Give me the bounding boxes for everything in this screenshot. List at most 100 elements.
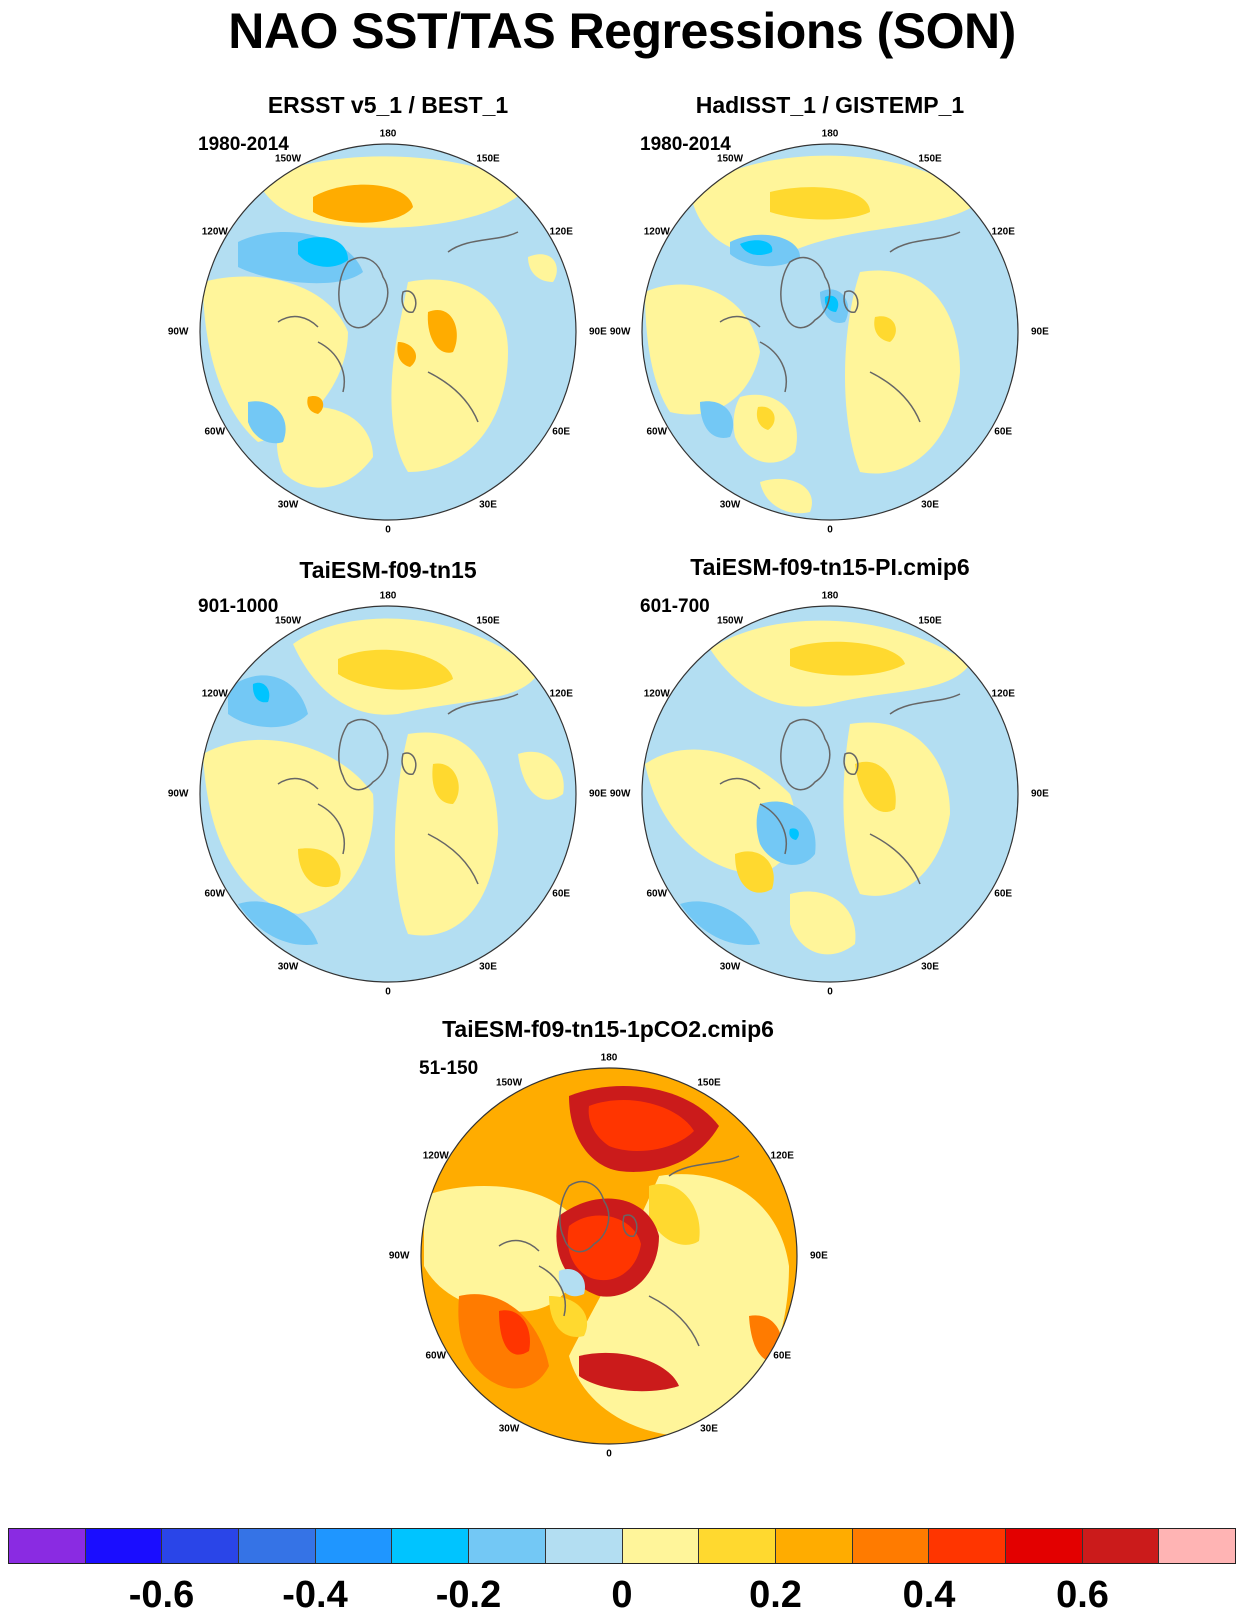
regression-field-contour <box>645 749 796 874</box>
polar-map-4 <box>640 604 1020 984</box>
colorbar-tick-label: -0.6 <box>128 1574 195 1616</box>
polar-map-2 <box>640 142 1020 522</box>
longitude-label: 30W <box>719 961 741 973</box>
longitude-label: 90W <box>167 326 189 338</box>
regression-field-contour <box>558 1268 585 1297</box>
longitude-label: 60W <box>646 888 668 900</box>
longitude-label: 180 <box>821 590 839 602</box>
map-boundary <box>641 143 1019 521</box>
longitude-label: 0 <box>385 524 391 536</box>
regression-field-contour <box>680 901 760 945</box>
map-svg <box>641 605 1019 983</box>
regression-field-contour <box>735 851 774 893</box>
polar-map-5 <box>419 1066 799 1446</box>
regression-field-contour <box>790 641 905 676</box>
longitude-label: 30E <box>700 1423 718 1435</box>
regression-field-contour <box>770 187 870 220</box>
regression-field-contour <box>579 1352 679 1392</box>
panel-period-5: 51-150 <box>419 1058 479 1079</box>
longitude-label: 0 <box>827 986 833 998</box>
regression-field-contour <box>298 237 348 267</box>
longitude-label: 150W <box>274 615 302 627</box>
colorbar-swatch <box>929 1529 1006 1563</box>
longitude-label: 30E <box>921 499 939 511</box>
regression-field-contour <box>824 295 839 312</box>
panel-title-2: HadISST_1 / GISTEMP_1 <box>695 92 965 118</box>
regression-field-contour <box>252 682 270 703</box>
longitude-label: 180 <box>379 590 397 602</box>
regression-field-contour <box>238 901 318 945</box>
colorbar-swatch <box>775 1529 853 1563</box>
longitude-label: 60E <box>773 1350 792 1362</box>
panel-period-1: 1980-2014 <box>198 134 289 155</box>
coastline <box>719 231 961 423</box>
polar-map-1 <box>198 142 578 522</box>
longitude-label: 150W <box>716 153 744 165</box>
coastline <box>719 693 961 885</box>
regression-field-contour <box>298 848 341 888</box>
longitude-label: 90E <box>1030 788 1049 800</box>
regression-field-contour <box>649 1184 700 1245</box>
longitude-label: 120E <box>549 226 573 238</box>
regression-field-contour <box>549 1296 588 1337</box>
colorbar-swatch <box>699 1529 776 1563</box>
longitude-label: 120W <box>422 1150 449 1162</box>
coastline <box>498 1155 740 1347</box>
colorbar-tick-label: 0.6 <box>1056 1574 1109 1616</box>
map-svg <box>420 1067 798 1445</box>
colorbar-swatch <box>545 1529 623 1563</box>
longitude-label: 120W <box>201 226 228 238</box>
longitude-label: 0 <box>827 524 833 536</box>
panel-title-3: TaiESM-f09-tn15 <box>299 557 477 583</box>
longitude-label: 30W <box>277 961 299 973</box>
regression-field-contour <box>528 254 557 282</box>
longitude-label: 30W <box>498 1423 520 1435</box>
longitude-label: 90W <box>609 788 631 800</box>
colorbar-swatch <box>315 1529 393 1563</box>
regression-field-contour <box>760 478 812 514</box>
longitude-label: 60W <box>425 1350 447 1362</box>
colorbar <box>8 1528 1236 1564</box>
regression-field-contour <box>499 1310 530 1355</box>
regression-field-contour <box>394 732 498 936</box>
panel-title-5: TaiESM-f09-tn15-1pCO2.cmip6 <box>442 1016 774 1042</box>
regression-field-contour <box>756 406 775 430</box>
regression-field-contour <box>845 270 960 474</box>
colorbar-swatch <box>239 1529 316 1563</box>
longitude-label: 60W <box>646 426 668 438</box>
panel-period-2: 1980-2014 <box>640 134 731 155</box>
colorbar-tick-label: 0 <box>611 1574 633 1616</box>
colorbar-swatch <box>622 1529 700 1563</box>
longitude-label: 30E <box>921 961 939 973</box>
panel-period-3: 901-1000 <box>198 596 279 617</box>
longitude-label: 60E <box>994 426 1013 438</box>
regression-field-contour <box>391 279 508 472</box>
map-boundary <box>199 143 577 521</box>
colorbar-swatch <box>392 1529 470 1563</box>
longitude-label: 60E <box>552 888 571 900</box>
polar-map-3 <box>198 604 578 984</box>
longitude-label: 90W <box>167 788 189 800</box>
colorbar-swatch <box>1159 1529 1235 1563</box>
map-svg <box>199 605 577 983</box>
regression-field-contour <box>740 240 773 256</box>
longitude-label: 60W <box>204 888 226 900</box>
regression-field-contour <box>567 1215 641 1281</box>
panel-period-4: 601-700 <box>640 596 710 617</box>
longitude-label: 150E <box>918 615 942 627</box>
longitude-label: 90E <box>588 788 607 800</box>
longitude-label: 150E <box>918 153 942 165</box>
colorbar-tick-label: -0.2 <box>435 1574 502 1616</box>
longitude-label: 120E <box>991 226 1015 238</box>
regression-field-contour <box>427 310 457 353</box>
colorbar-swatch <box>162 1529 240 1563</box>
longitude-label: 150E <box>697 1077 721 1089</box>
colorbar-tick-label: 0.4 <box>902 1574 956 1616</box>
colorbar-tick-label: -0.4 <box>282 1574 348 1616</box>
map-boundary <box>641 605 1019 983</box>
longitude-label: 180 <box>600 1052 618 1064</box>
longitude-label: 30W <box>277 499 299 511</box>
longitude-label: 90E <box>809 1250 828 1262</box>
panel-title-4: TaiESM-f09-tn15-PI.cmip6 <box>690 554 970 580</box>
longitude-label: 90W <box>388 1250 410 1262</box>
